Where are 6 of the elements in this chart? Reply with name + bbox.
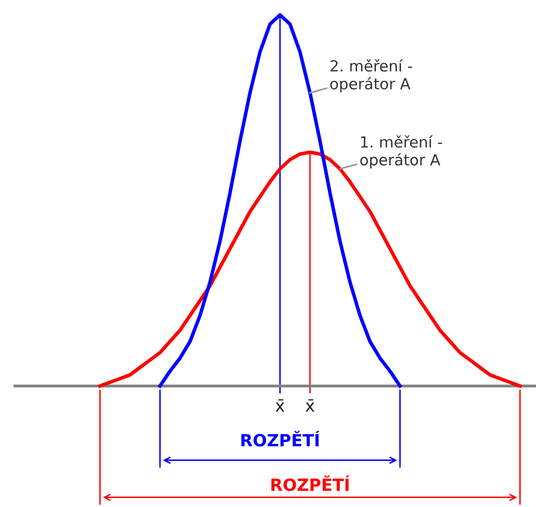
text: x̄ <box>276 399 284 412</box>
series-label: 1. měření - operátor A <box>360 135 442 169</box>
text: ROZPĚTÍ <box>241 430 320 447</box>
text: ROZPĚTÍ <box>271 475 350 492</box>
text: x̄ <box>306 399 314 412</box>
series-label: 2. měření - operátor A <box>330 59 412 92</box>
